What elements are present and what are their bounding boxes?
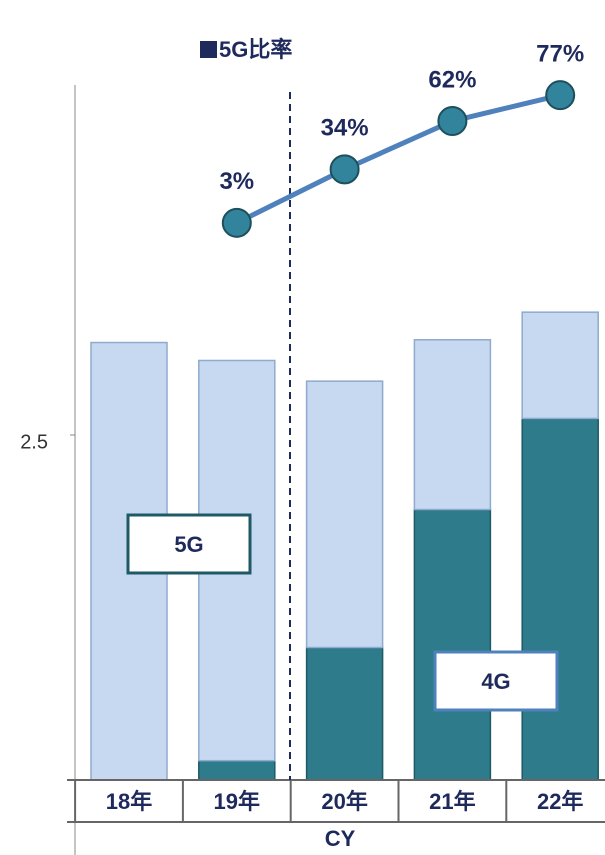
x-tick-label: 19年	[214, 789, 260, 814]
x-tick-label: 18年	[106, 789, 152, 814]
legend-label: 5G比率	[219, 37, 292, 62]
x-tick-label: 21年	[429, 789, 475, 814]
data-label: 77%	[536, 41, 584, 68]
bar-segment	[198, 759, 276, 781]
bar-segment	[413, 339, 492, 511]
bar-segment	[413, 508, 492, 781]
x-axis-label: CY	[325, 826, 356, 851]
legend-marker	[200, 41, 217, 58]
bar-segment	[521, 417, 599, 781]
series-label-box	[126, 513, 252, 575]
data-label: 3%	[219, 168, 254, 195]
y-tick-label: 2.5	[20, 431, 48, 453]
bar-segment	[305, 646, 384, 781]
data-label: 34%	[321, 115, 369, 142]
line-marker	[545, 80, 576, 111]
data-label: 62%	[428, 66, 476, 93]
bar-segment	[521, 311, 599, 420]
x-tick-label: 20年	[321, 789, 367, 814]
line-marker	[221, 207, 252, 238]
line-marker	[437, 106, 468, 137]
line	[235, 92, 561, 226]
series-label: 4G	[481, 669, 510, 694]
bar-segment	[305, 380, 384, 649]
series-label: 5G	[174, 532, 203, 557]
x-tick-label: 22年	[537, 789, 583, 814]
line-marker	[329, 154, 360, 185]
series-label-box	[433, 650, 559, 712]
